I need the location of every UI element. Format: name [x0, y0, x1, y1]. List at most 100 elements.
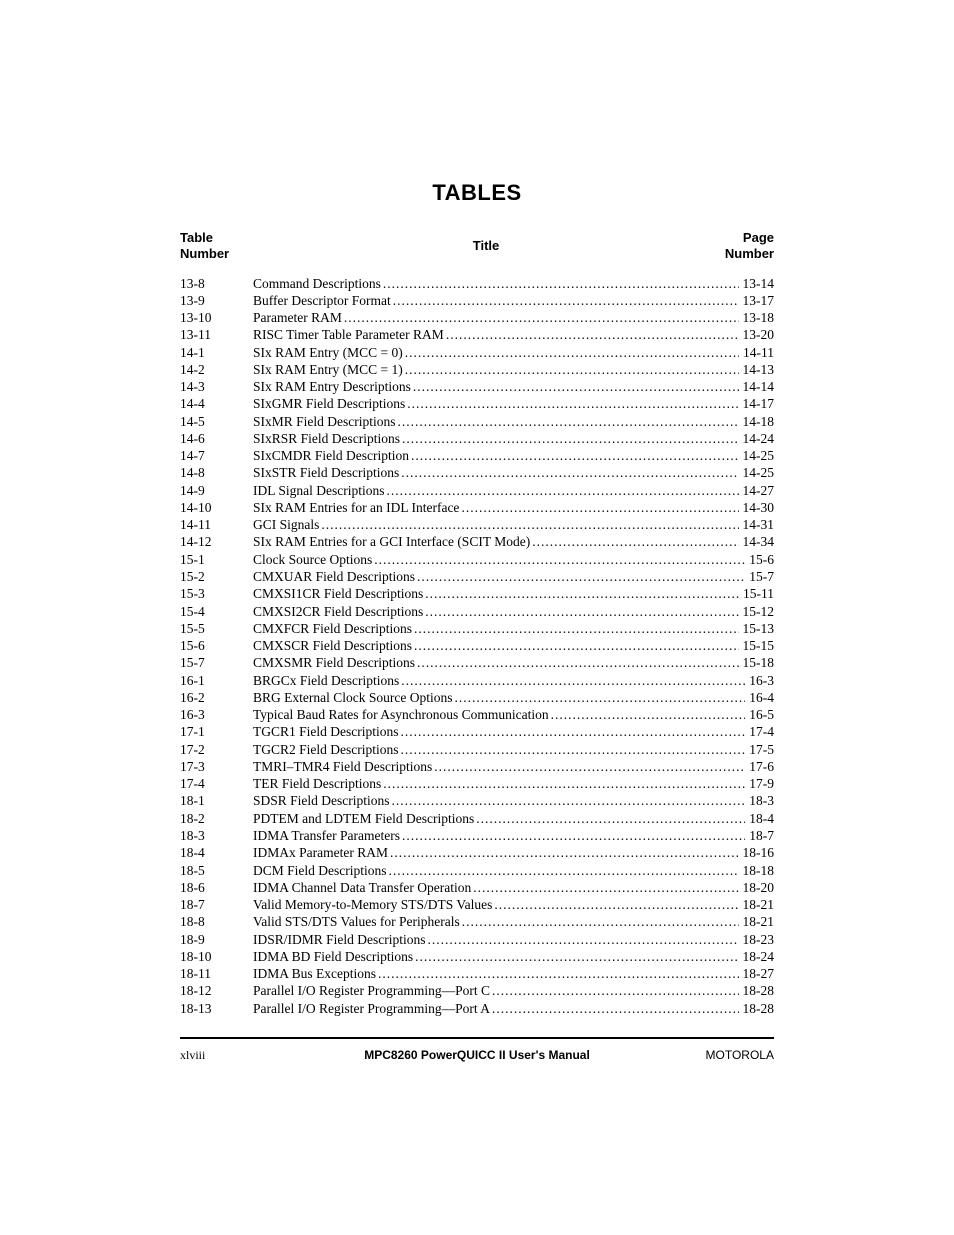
toc-entry-title: TGCR2 Field Descriptions	[253, 741, 745, 758]
toc-entry-page: 14-24	[739, 430, 775, 447]
toc-entry: 18-10IDMA BD Field Descriptions18-24	[180, 948, 774, 965]
toc-entry-title: CMXSI2CR Field Descriptions	[253, 603, 739, 620]
toc-entry-title-text: CMXSI1CR Field Descriptions	[253, 586, 423, 601]
toc-entry: 15-1Clock Source Options15-6	[180, 551, 774, 568]
toc-entry-number: 15-5	[180, 620, 253, 637]
toc-entry-number: 18-3	[180, 827, 253, 844]
toc-entry: 14-5SIxMR Field Descriptions14-18	[180, 413, 774, 430]
toc-entry-title-text: IDMA BD Field Descriptions	[253, 949, 413, 964]
toc-entry-title-text: CMXSMR Field Descriptions	[253, 655, 415, 670]
toc-entry-number: 18-1	[180, 792, 253, 809]
toc-entry-title-text: SIxMR Field Descriptions	[253, 414, 396, 429]
toc-entry-title: TER Field Descriptions	[253, 775, 745, 792]
toc-entry-title: PDTEM and LDTEM Field Descriptions	[253, 810, 745, 827]
toc-entry-page: 18-4	[745, 810, 774, 827]
toc-entry-page: 15-12	[739, 603, 775, 620]
toc-entry-title: SIxRSR Field Descriptions	[253, 430, 739, 447]
toc-entry-title-text: DCM Field Descriptions	[253, 863, 387, 878]
toc-entry-page: 18-24	[739, 948, 775, 965]
toc-entry-title: SIxMR Field Descriptions	[253, 413, 739, 430]
toc-entry-page: 13-18	[739, 309, 775, 326]
toc-entry-number: 18-9	[180, 931, 253, 948]
toc-entry-title-text: TGCR2 Field Descriptions	[253, 742, 399, 757]
col-header-right-line1: Page	[719, 230, 774, 246]
col-header-page-number: Page Number	[719, 230, 774, 263]
toc-entry-title-text: Typical Baud Rates for Asynchronous Comm…	[253, 707, 549, 722]
toc-entry: 18-1SDSR Field Descriptions18-3	[180, 792, 774, 809]
toc-entry-title-text: SIx RAM Entry Descriptions	[253, 379, 411, 394]
col-header-left-line2: Number	[180, 246, 253, 262]
toc-entry-title: Typical Baud Rates for Asynchronous Comm…	[253, 706, 745, 723]
toc-entry-page: 18-23	[739, 931, 775, 948]
toc-entry: 18-12Parallel I/O Register Programming—P…	[180, 982, 774, 999]
toc-entry-title-text: Valid STS/DTS Values for Peripherals	[253, 914, 460, 929]
toc-entry-number: 15-4	[180, 603, 253, 620]
toc-entry-page: 14-27	[739, 482, 775, 499]
toc-entry-number: 16-1	[180, 672, 253, 689]
toc-entry-number: 14-4	[180, 395, 253, 412]
toc-entry-page: 18-27	[739, 965, 775, 982]
toc-entry-title-text: SIx RAM Entries for an IDL Interface	[253, 500, 459, 515]
toc-entry-number: 18-6	[180, 879, 253, 896]
toc-entry-title: CMXSMR Field Descriptions	[253, 654, 739, 671]
toc-entry-title: Clock Source Options	[253, 551, 745, 568]
toc-entry-title: IDMA BD Field Descriptions	[253, 948, 739, 965]
toc-entry-title: BRGCx Field Descriptions	[253, 672, 745, 689]
toc-entry: 15-5CMXFCR Field Descriptions15-13	[180, 620, 774, 637]
toc-entry-page: 18-28	[739, 1000, 775, 1017]
toc-entry-number: 16-2	[180, 689, 253, 706]
table-of-tables: 13-8Command Descriptions13-1413-9Buffer …	[180, 275, 774, 1017]
toc-entry-page: 18-16	[739, 844, 775, 861]
toc-entry: 18-7Valid Memory-to-Memory STS/DTS Value…	[180, 896, 774, 913]
toc-entry-number: 15-1	[180, 551, 253, 568]
toc-entry-title-text: TGCR1 Field Descriptions	[253, 724, 399, 739]
toc-entry-page: 18-28	[739, 982, 775, 999]
toc-entry: 14-9IDL Signal Descriptions14-27	[180, 482, 774, 499]
toc-entry-title: GCI Signals	[253, 516, 739, 533]
toc-entry-page: 16-5	[745, 706, 774, 723]
toc-entry-number: 15-3	[180, 585, 253, 602]
toc-entry-number: 15-2	[180, 568, 253, 585]
toc-entry-number: 14-9	[180, 482, 253, 499]
page-footer: xlviii MPC8260 PowerQUICC II User's Manu…	[180, 1048, 774, 1063]
toc-entry-page: 18-21	[739, 896, 775, 913]
toc-entry-page: 14-25	[739, 464, 775, 481]
page-title: TABLES	[180, 180, 774, 206]
toc-entry-page: 17-5	[745, 741, 774, 758]
toc-entry-title: SIx RAM Entry Descriptions	[253, 378, 739, 395]
toc-entry: 16-1BRGCx Field Descriptions16-3	[180, 672, 774, 689]
toc-entry: 14-8SIxSTR Field Descriptions14-25	[180, 464, 774, 481]
toc-entry-page: 14-11	[739, 344, 774, 361]
toc-entry-title: DCM Field Descriptions	[253, 862, 739, 879]
toc-entry-number: 17-1	[180, 723, 253, 740]
toc-entry-page: 14-31	[739, 516, 775, 533]
toc-entry-title-text: Buffer Descriptor Format	[253, 293, 391, 308]
toc-entry-title-text: CMXSI2CR Field Descriptions	[253, 604, 423, 619]
toc-entry: 13-11RISC Timer Table Parameter RAM13-20	[180, 326, 774, 343]
toc-entry-title: SDSR Field Descriptions	[253, 792, 745, 809]
toc-entry-title: IDMA Bus Exceptions	[253, 965, 739, 982]
toc-entry-page: 13-14	[739, 275, 775, 292]
toc-entry-number: 18-13	[180, 1000, 253, 1017]
toc-entry: 16-3Typical Baud Rates for Asynchronous …	[180, 706, 774, 723]
toc-entry-page: 15-18	[739, 654, 775, 671]
toc-entry: 16-2BRG External Clock Source Options16-…	[180, 689, 774, 706]
toc-entry: 18-5DCM Field Descriptions18-18	[180, 862, 774, 879]
toc-entry: 18-6IDMA Channel Data Transfer Operation…	[180, 879, 774, 896]
toc-entry-number: 18-5	[180, 862, 253, 879]
column-headers: Table Number Title Page Number	[180, 230, 774, 263]
toc-entry: 15-7CMXSMR Field Descriptions15-18	[180, 654, 774, 671]
toc-entry: 17-1TGCR1 Field Descriptions17-4	[180, 723, 774, 740]
toc-entry-title-text: TMRI–TMR4 Field Descriptions	[253, 759, 432, 774]
toc-entry-title: Buffer Descriptor Format	[253, 292, 739, 309]
toc-entry: 15-4CMXSI2CR Field Descriptions 15-12	[180, 603, 774, 620]
toc-entry-title: TGCR1 Field Descriptions	[253, 723, 745, 740]
toc-entry-number: 14-10	[180, 499, 253, 516]
toc-entry-title-text: Command Descriptions	[253, 276, 381, 291]
toc-entry-title: IDSR/IDMR Field Descriptions	[253, 931, 739, 948]
toc-entry-title-text: SIx RAM Entries for a GCI Interface (SCI…	[253, 534, 530, 549]
toc-entry-number: 13-10	[180, 309, 253, 326]
toc-entry-title-text: IDMAx Parameter RAM	[253, 845, 388, 860]
toc-entry-title: Command Descriptions	[253, 275, 739, 292]
toc-entry-title-text: PDTEM and LDTEM Field Descriptions	[253, 811, 474, 826]
